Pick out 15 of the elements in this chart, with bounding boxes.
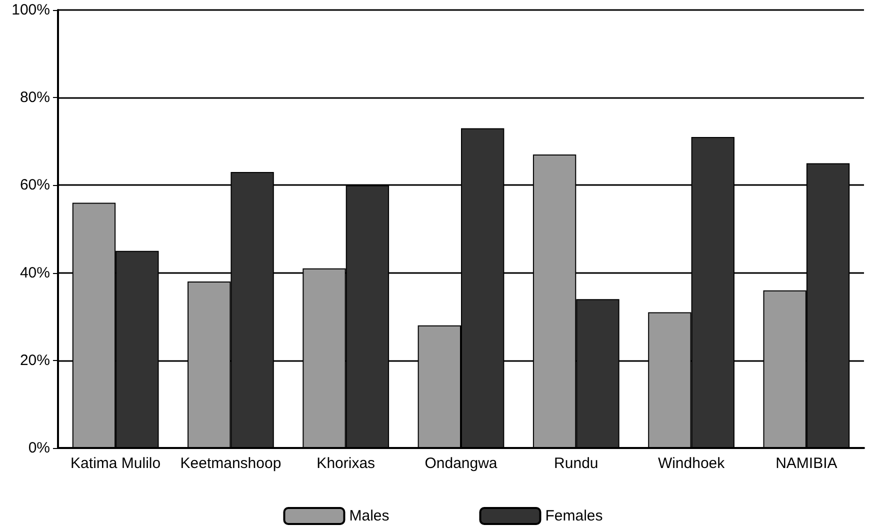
y-tick-label: 20% bbox=[20, 352, 50, 369]
x-tick-label: NAMIBIA bbox=[776, 455, 838, 472]
x-tick-label: Khorixas bbox=[316, 455, 376, 472]
x-tick-label: Katima Mulilo bbox=[70, 455, 161, 472]
y-tick-label: 0% bbox=[28, 440, 50, 456]
y-tick-label: 40% bbox=[20, 264, 50, 282]
x-tick-label: Ondangwa bbox=[424, 455, 498, 472]
legend-label: Males bbox=[349, 508, 390, 524]
x-tick-label: Keetmanshoop bbox=[180, 455, 282, 472]
legend-label: Females bbox=[545, 508, 603, 524]
y-tick-label: 60% bbox=[20, 176, 50, 194]
x-tick-label: Rundu bbox=[554, 455, 598, 472]
y-tick-label: 100% bbox=[12, 2, 50, 18]
y-tick-label: 80% bbox=[20, 89, 50, 106]
x-tick-label: Windhoek bbox=[658, 455, 726, 472]
